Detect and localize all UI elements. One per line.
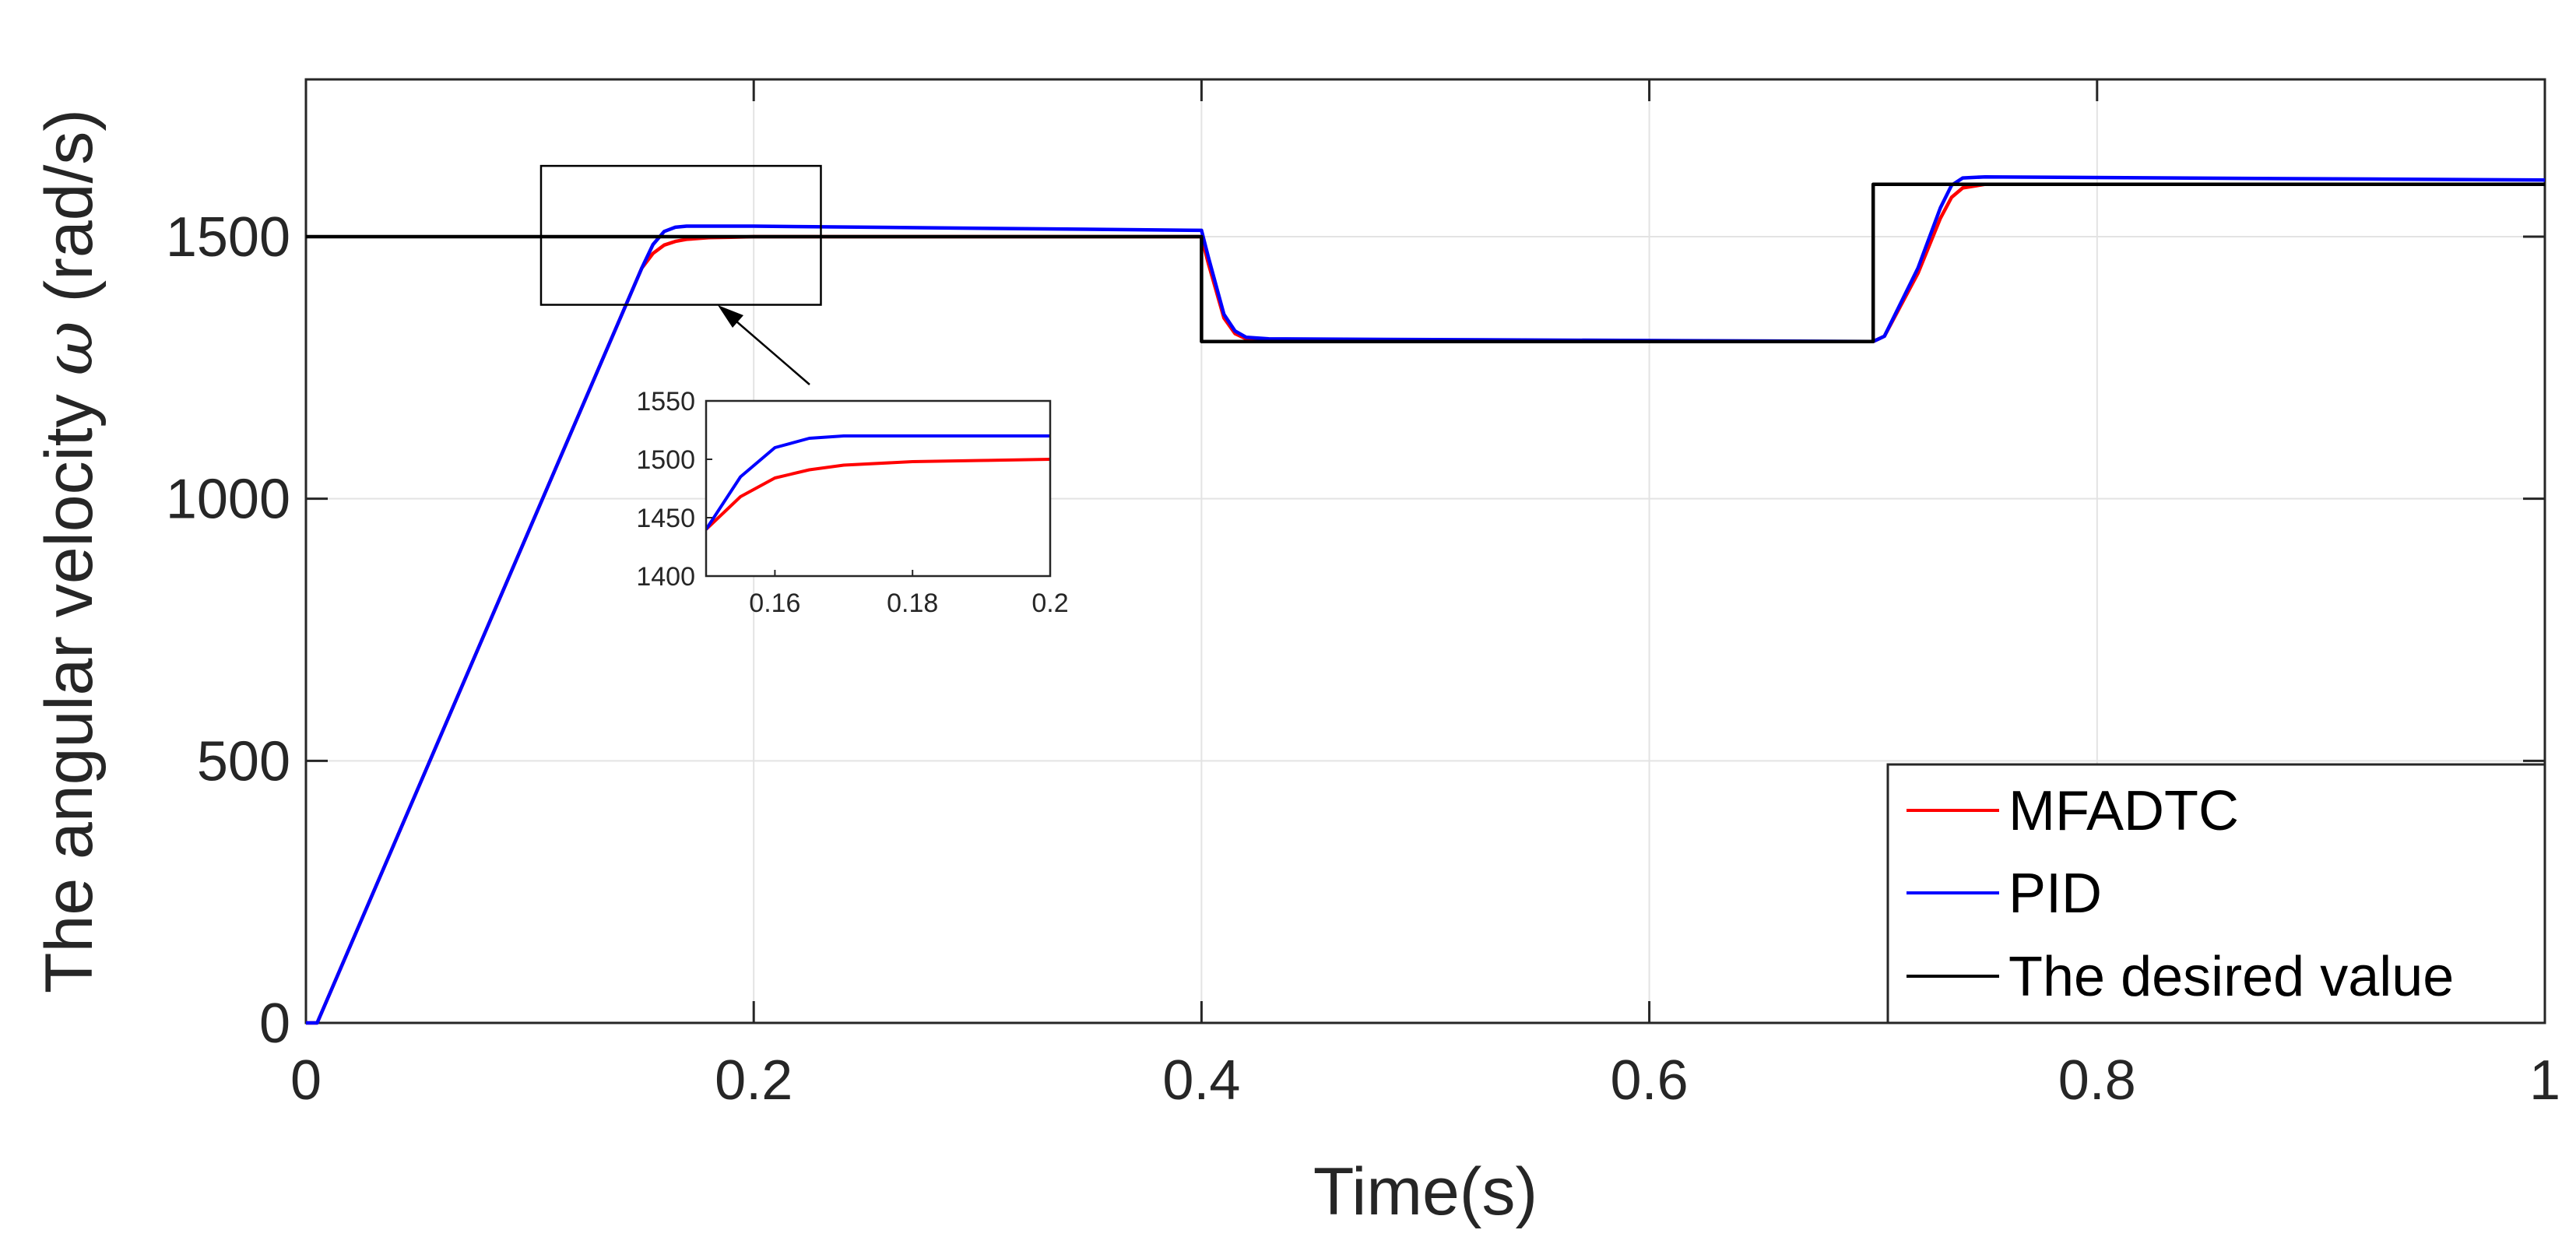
- y-axis-label-text: The angular velocity: [32, 394, 107, 993]
- inset-background: [706, 401, 1050, 576]
- x-tick-label: 0.6: [1611, 1049, 1689, 1112]
- zoom-arrow: [718, 305, 810, 385]
- series-line-the-desired-value: [306, 182, 2545, 343]
- main-series: [306, 174, 2546, 1025]
- inset-series: [706, 434, 1050, 531]
- y-tick-label: 0: [259, 993, 290, 1055]
- inset-y-tick-label: 1550: [636, 387, 695, 416]
- inset-y-tick-label: 1400: [636, 562, 695, 592]
- x-tick-label: 0.2: [715, 1049, 792, 1112]
- zoom-arrow-head: [718, 305, 743, 328]
- inset-y-tick-label: 1500: [636, 445, 695, 475]
- series-line-pid: [306, 174, 2546, 1025]
- x-tick-label: 0.8: [2058, 1049, 2136, 1112]
- legend-label-mfadtc: MFADTC: [2008, 780, 2239, 842]
- x-axis-label: Time(s): [1313, 1154, 1538, 1229]
- inset-series-line-pid: [706, 434, 1050, 531]
- x-tick-label: 0: [290, 1049, 322, 1112]
- y-axis-label-symbol: ω: [30, 321, 108, 375]
- inset-x-tick-label: 0.16: [749, 589, 800, 618]
- inset-frame: [705, 399, 1052, 578]
- legend-label-pid: PID: [2008, 863, 2102, 925]
- inset-x-tick-label: 0.2: [1031, 589, 1068, 618]
- zoom-arrow-line: [729, 315, 810, 385]
- x-tick-label: 0.4: [1162, 1049, 1240, 1112]
- y-tick-label: 500: [197, 730, 290, 792]
- y-axis-label-unit: (rad/s): [32, 109, 107, 302]
- inset-chart: 0.16 0.18 0.2 1400 1450 1500 1550: [636, 387, 1068, 618]
- main-ticks: 0 0.2 0.4 0.6 0.8 1 0 500 1000 1500: [166, 79, 2560, 1112]
- plot-area-frame: [304, 78, 2546, 1024]
- legend: MFADTC PID The desired value: [1886, 763, 2546, 1024]
- inset-y-tick-label: 1450: [636, 504, 695, 533]
- zoom-region-box: [539, 164, 822, 306]
- y-tick-label: 1500: [166, 206, 290, 269]
- legend-label-desired: The desired value: [2008, 946, 2454, 1008]
- inset-series-line-mfadtc: [706, 458, 1050, 531]
- y-tick-label: 1000: [166, 469, 290, 531]
- inset-ticks: 0.16 0.18 0.2 1400 1450 1500 1550: [636, 387, 1068, 618]
- y-axis-label: The angular velocity ω (rad/s): [30, 109, 108, 993]
- inset-x-tick-label: 0.18: [887, 589, 938, 618]
- x-tick-label: 1: [2529, 1049, 2560, 1112]
